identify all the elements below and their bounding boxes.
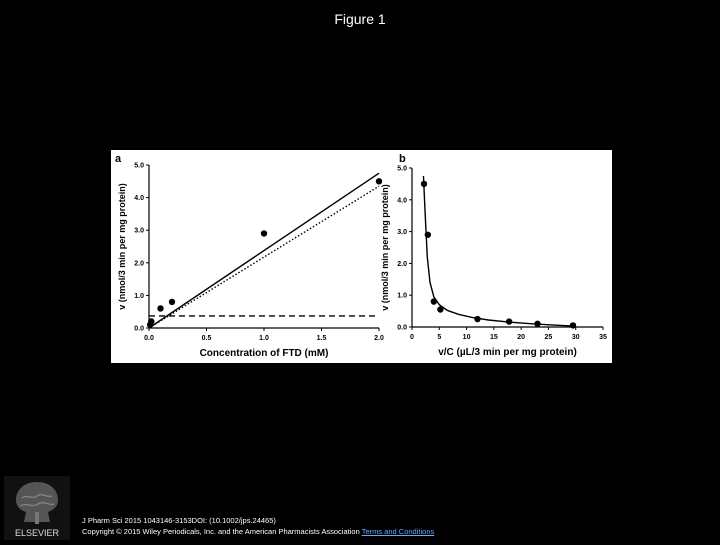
chart-a-y-tick-label: 2.0	[134, 260, 144, 267]
citation-journal: J Pharm Sci 2015 1043146-3153DOI: (10.10…	[82, 516, 276, 525]
chart-a-x-axis-title: Concentration of FTD (mM)	[200, 348, 329, 359]
chart-b-data-point	[420, 180, 428, 188]
chart-a-y-tick-label: 1.0	[134, 293, 144, 300]
chart-b-data-point	[505, 318, 513, 325]
chart-b-x-tick-label: 5	[437, 334, 441, 341]
chart-b-data-point	[424, 231, 432, 238]
chart-b-y-axis-title: v (nmol/3 min per mg protein)	[380, 184, 390, 311]
chart-b-x-tick-label: 0	[410, 334, 414, 341]
chart-b-x-axis-title: v/C (µL/3 min per mg protein)	[438, 347, 577, 358]
chart-a-x-tick-label: 0.5	[202, 335, 212, 342]
chart-a-y-tick-label: 4.0	[134, 195, 144, 202]
citation: J Pharm Sci 2015 1043146-3153DOI: (10.10…	[82, 515, 434, 537]
chart-b-y-tick-label: 4.0	[397, 197, 407, 204]
chart-b-x-tick-label: 10	[463, 334, 471, 341]
chart-a-y-tick-label: 3.0	[134, 228, 144, 235]
chart-a-x-tick-label: 1.0	[259, 335, 269, 342]
elsevier-logo: ELSEVIER	[4, 476, 70, 540]
chart-a-series-solid-line	[148, 172, 380, 329]
chart-b-y-tick-label: 1.0	[397, 293, 407, 300]
chart-b-y-tick-label: 2.0	[397, 261, 407, 268]
chart-b-series-solid-line	[422, 175, 574, 327]
chart-a-y-axis-title: v (nmol/3 min per mg protein)	[117, 183, 127, 310]
elsevier-logo-text: ELSEVIER	[15, 528, 60, 538]
figure-panel: a 0.0 1.0 2.0 3.0 4.0 5.0 0.0 0.5 1.0 1.5 2.0 Concen…	[111, 150, 612, 363]
chart-b-y-tick-label: 5.0	[397, 166, 407, 173]
chart-b-y-tick-label: 0.0	[397, 325, 407, 332]
chart-b-x-tick-label: 35	[599, 334, 607, 341]
chart-b-x-tick-label: 20	[517, 334, 525, 341]
chart-a-x-tick-label: 2.0	[374, 335, 384, 342]
terms-link[interactable]: Terms and Conditions	[361, 527, 435, 536]
chart-b-data-point	[437, 306, 444, 313]
chart-a-data-point	[168, 298, 176, 306]
chart-b-data-point	[474, 315, 481, 323]
chart-a-panel-label: a	[115, 153, 122, 165]
slide-title: Figure 1	[334, 11, 386, 27]
chart-b-x-tick-label: 30	[572, 334, 580, 341]
chart-b-data-point	[430, 298, 438, 305]
chart-b-x-tick-label: 25	[545, 334, 553, 341]
chart-a-data-point	[157, 305, 164, 312]
chart-a-data-point	[148, 318, 155, 325]
chart-a-data-point	[260, 230, 268, 237]
chart-a-data-point	[375, 178, 383, 185]
chart-a-series-dotted-line	[148, 185, 380, 329]
chart-b-x-tick-label: 15	[490, 334, 498, 341]
chart-a-x-tick-label: 0.0	[144, 335, 154, 342]
chart-b-panel-label: b	[399, 153, 406, 165]
chart-a-x-tick-label: 1.5	[317, 335, 327, 342]
figure-svg: a 0.0 1.0 2.0 3.0 4.0 5.0 0.0 0.5 1.0 1.5 2.0 Concen…	[115, 153, 607, 359]
chart-b-y-tick-label: 3.0	[397, 229, 407, 236]
citation-copyright: Copyright © 2015 Wiley Periodicals, Inc.…	[82, 527, 360, 536]
chart-b-data-point	[534, 320, 541, 328]
citation-copyright-line: Copyright © 2015 Wiley Periodicals, Inc.…	[82, 526, 434, 537]
chart-b-data-point	[569, 322, 577, 329]
chart-a-y-tick-label: 0.0	[134, 326, 144, 333]
chart-a-y-tick-label: 5.0	[134, 163, 144, 170]
